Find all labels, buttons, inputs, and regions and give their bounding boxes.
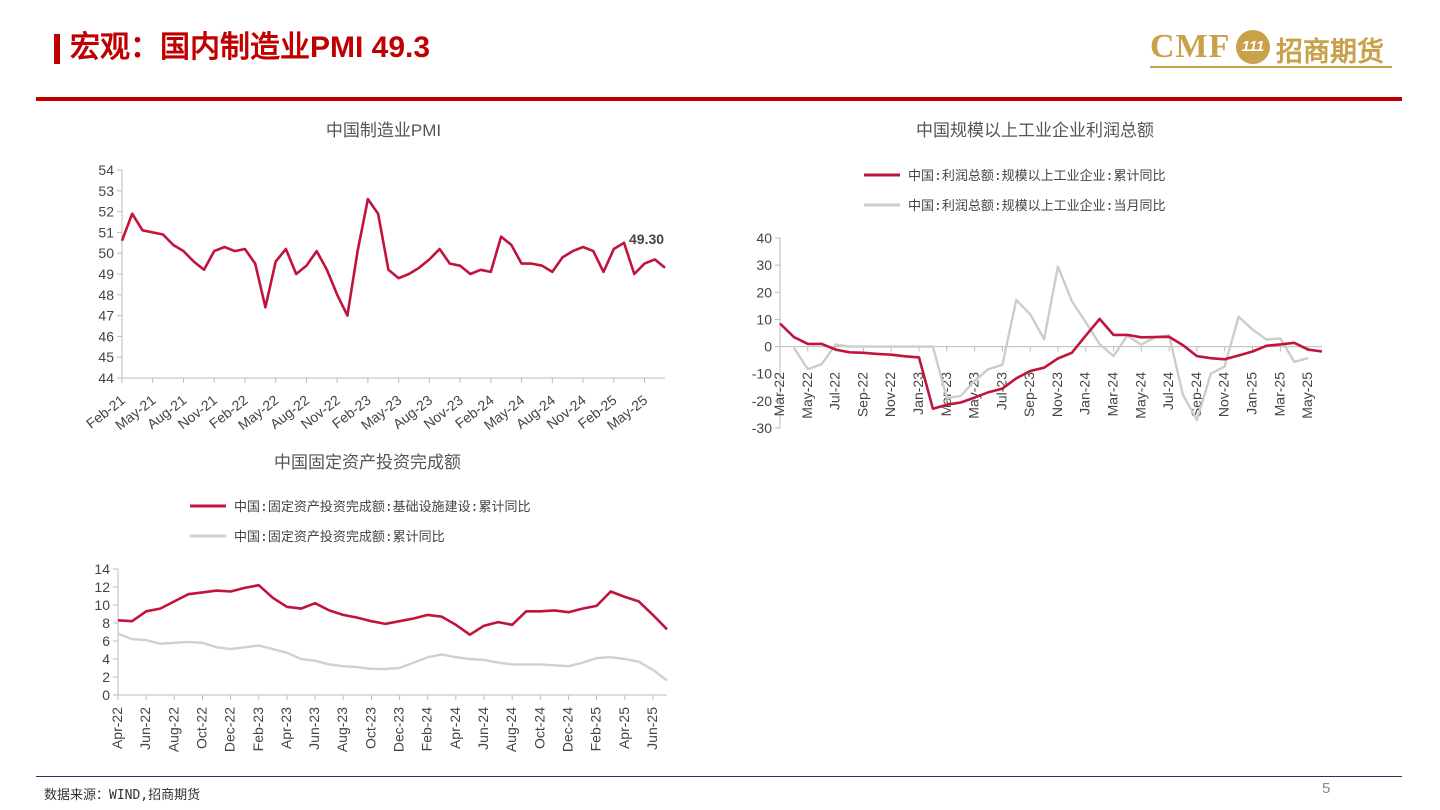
x-tick-label: Oct-22: [193, 707, 209, 749]
y-tick-label: 51: [98, 224, 114, 240]
y-tick-label: 52: [98, 204, 114, 220]
data-label: 49.30: [629, 231, 664, 247]
y-tick-label: -10: [752, 366, 772, 382]
y-tick-label: 14: [94, 561, 110, 577]
x-tick-label: Jun-22: [137, 707, 153, 750]
y-tick-label: -20: [752, 393, 772, 409]
footer-divider: [36, 776, 1402, 777]
legend-label: 中国:利润总额:规模以上工业企业:当月同比: [908, 198, 1165, 214]
x-tick-label: Dec-23: [391, 707, 407, 752]
logo-brand: CMF: [1150, 28, 1231, 65]
x-tick-label: May-23: [966, 372, 982, 419]
x-tick-label: Jan-25: [1244, 372, 1260, 415]
x-tick-label: Sep-24: [1188, 372, 1204, 417]
series-line: [117, 583, 668, 636]
x-tick-label: Jan-24: [1077, 372, 1093, 415]
x-tick-label: Mar-25: [1271, 372, 1287, 417]
x-tick-label: Jul-22: [827, 372, 843, 410]
x-tick-label: Feb-23: [250, 707, 266, 752]
x-tick-label: Oct-23: [362, 707, 378, 749]
profit-chart: 中国规模以上工业企业利润总额中国:利润总额:规模以上工业企业:累计同比中国:利润…: [752, 121, 1323, 436]
y-tick-label: 44: [98, 370, 114, 386]
x-tick-label: Aug-24: [503, 707, 519, 752]
series-line: [117, 632, 668, 682]
series-line: [792, 265, 1309, 422]
y-tick-label: 10: [756, 311, 772, 327]
y-tick-label: 47: [98, 308, 114, 324]
y-tick-label: 40: [756, 230, 772, 246]
x-tick-label: May-25: [1299, 372, 1315, 419]
series-line: [120, 197, 666, 317]
y-tick-label: 50: [98, 245, 114, 261]
source-note: 数据来源：WIND,招商期货: [44, 788, 201, 803]
x-tick-label: Oct-24: [531, 707, 547, 749]
y-tick-label: 53: [98, 183, 114, 199]
page-title: 宏观：国内制造业PMI 49.3: [70, 31, 431, 64]
fai-chart: 中国固定资产投资完成额中国:固定资产投资完成额:基础设施建设:累计同比中国:固定…: [94, 453, 668, 752]
y-tick-label: 20: [756, 284, 772, 300]
x-tick-label: Apr-25: [616, 707, 632, 749]
x-tick-label: Dec-22: [222, 707, 238, 752]
y-tick-label: 48: [98, 287, 114, 303]
header-divider: [36, 97, 1402, 101]
x-tick-label: Mar-24: [1105, 372, 1121, 417]
y-tick-label: 8: [102, 615, 110, 631]
logo-badge-text: 111: [1241, 38, 1265, 55]
title-accent-bar: [54, 34, 60, 64]
x-tick-label: Aug-23: [334, 707, 350, 752]
x-tick-label: Jan-23: [910, 372, 926, 415]
y-tick-label: 46: [98, 328, 114, 344]
y-tick-label: 30: [756, 257, 772, 273]
x-tick-label: Nov-22: [882, 372, 898, 417]
logo-name: 招商期货: [1276, 37, 1384, 68]
x-tick-label: Sep-22: [854, 372, 870, 417]
x-tick-label: Nov-24: [1216, 372, 1232, 417]
y-tick-label: 12: [94, 579, 110, 595]
logo-badge-icon: 111: [1236, 30, 1270, 64]
x-tick-label: Apr-22: [109, 707, 125, 749]
pmi-chart: 中国制造业PMI4445464748495051525354Feb-21May-…: [83, 121, 666, 433]
x-tick-label: Jul-23: [993, 372, 1009, 410]
chart-title: 中国规模以上工业企业利润总额: [916, 121, 1154, 140]
y-tick-label: 0: [102, 687, 110, 703]
page-number: 5: [1322, 780, 1331, 797]
y-tick-label: 45: [98, 349, 114, 365]
x-tick-label: Feb-24: [419, 707, 435, 752]
x-tick-label: Sep-23: [1021, 372, 1037, 417]
chart-title: 中国制造业PMI: [326, 121, 441, 140]
x-tick-label: Mar-22: [771, 372, 787, 417]
x-tick-label: May-22: [799, 372, 815, 419]
x-tick-label: Apr-24: [447, 707, 463, 749]
y-tick-label: 6: [102, 633, 110, 649]
x-tick-label: Nov-23: [1049, 372, 1065, 417]
legend-label: 中国:固定资产投资完成额:累计同比: [234, 529, 445, 545]
y-tick-label: -30: [752, 420, 772, 436]
x-tick-label: May-24: [1132, 372, 1148, 419]
x-tick-label: Dec-24: [559, 707, 575, 752]
y-tick-label: 49: [98, 266, 114, 282]
x-tick-label: Jun-23: [306, 707, 322, 750]
x-tick-label: Feb-25: [588, 707, 604, 752]
y-tick-label: 0: [764, 339, 772, 355]
x-tick-label: Jul-24: [1160, 372, 1176, 410]
x-tick-label: Jun-25: [644, 707, 660, 750]
y-tick-label: 10: [94, 597, 110, 613]
x-tick-label: Aug-22: [165, 707, 181, 752]
logo-underline: [1150, 66, 1392, 68]
x-tick-label: Apr-23: [278, 707, 294, 749]
y-tick-label: 2: [102, 669, 110, 685]
legend-label: 中国:利润总额:规模以上工业企业:累计同比: [908, 168, 1165, 184]
x-tick-label: Jun-24: [475, 707, 491, 750]
logo: CMF 111 招商期货: [1150, 26, 1395, 70]
series-line: [779, 317, 1323, 411]
legend-label: 中国:固定资产投资完成额:基础设施建设:累计同比: [234, 499, 530, 515]
y-tick-label: 4: [102, 651, 110, 667]
y-tick-label: 54: [98, 162, 114, 178]
chart-title: 中国固定资产投资完成额: [274, 453, 461, 472]
